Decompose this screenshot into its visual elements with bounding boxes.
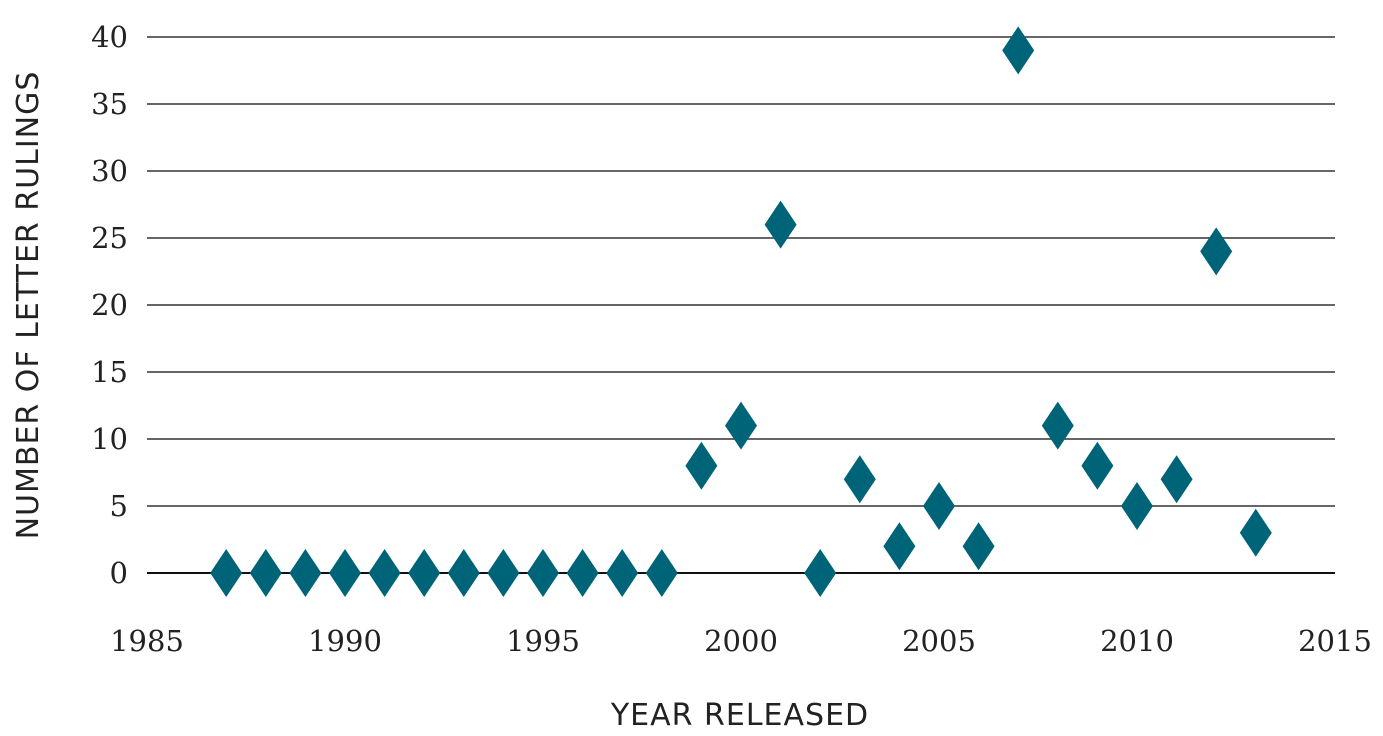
data-point [1200, 227, 1233, 276]
data-point [962, 522, 995, 571]
data-point [408, 549, 441, 597]
data-point [883, 522, 916, 571]
y-axis-ticks: 0 5 10 15 20 25 30 35 40 [91, 20, 128, 590]
y-tick-label: 35 [91, 87, 128, 121]
data-point [843, 455, 876, 504]
y-tick-label: 30 [91, 154, 128, 188]
y-tick-label: 25 [91, 221, 128, 255]
x-axis-ticks: 1985 1990 1995 2000 2005 2010 2015 [110, 624, 1372, 658]
data-point [447, 549, 480, 597]
x-tick-label: 1985 [110, 624, 184, 658]
x-tick-label: 2000 [704, 624, 778, 658]
data-point [249, 549, 282, 597]
y-tick-label: 0 [110, 556, 128, 590]
data-point [487, 549, 520, 597]
y-tick-label: 10 [91, 422, 128, 456]
data-point [1239, 508, 1272, 557]
data-point [289, 549, 322, 597]
y-tick-label: 40 [91, 20, 128, 54]
data-point [210, 549, 243, 597]
data-point [1081, 441, 1114, 490]
data-point [606, 549, 639, 597]
y-tick-label: 5 [110, 489, 128, 523]
data-point [725, 401, 757, 450]
data-point [685, 441, 718, 490]
y-tick-label: 20 [91, 288, 128, 322]
data-point [645, 549, 678, 597]
data-point [527, 549, 559, 597]
data-point [764, 200, 797, 249]
x-axis-title: YEAR RELEASED [610, 698, 869, 733]
y-tick-label: 15 [91, 355, 128, 389]
x-tick-label: 1995 [506, 624, 580, 658]
x-tick-label: 2010 [1100, 624, 1174, 658]
data-point [1002, 26, 1035, 75]
data-point [566, 549, 599, 597]
data-point [1121, 482, 1153, 530]
data-point [804, 549, 837, 597]
data-point [329, 549, 361, 597]
data-point [1041, 401, 1074, 450]
gridlines [147, 36, 1335, 574]
x-tick-label: 2005 [902, 624, 976, 658]
data-point [368, 549, 401, 597]
data-point [923, 482, 955, 530]
x-tick-label: 2015 [1298, 624, 1372, 658]
x-tick-label: 1990 [308, 624, 382, 658]
data-points [210, 26, 1272, 597]
y-axis-title: NUMBER OF LETTER RULINGS [11, 71, 46, 540]
data-point [1160, 455, 1193, 504]
